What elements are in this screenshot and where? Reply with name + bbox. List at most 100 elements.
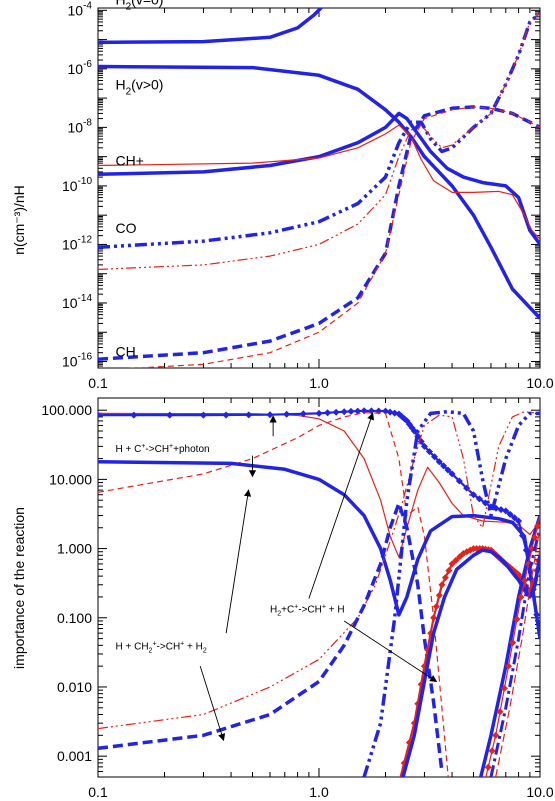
lower-y-tick-label: 10.000 [49,471,92,487]
y-tick-exponent: -4 [83,0,92,11]
species-label: H2(v=0) [115,0,163,12]
reaction-annotation-part: + [322,603,326,610]
lower-series-line-11 [489,527,540,777]
lower-series-marker [222,411,230,419]
reaction-annotation-part: + [152,640,156,647]
lower-series-marker [517,593,525,601]
lower-y-axis-label: importance of the reaction [11,507,27,669]
reaction-annotation-2: H + CH2+->CH+ + H2 [115,640,206,654]
y-tick-base: 10 [68,2,84,18]
lower-series-marker [509,639,517,647]
y-tick-exponent: -14 [78,293,93,304]
species-label-text: CO [115,220,136,236]
lower-series-line-6 [362,409,540,777]
upper-x-tick-label: 1.0 [309,375,329,391]
reaction-annotation-0: H + C+->CH++photon [115,443,209,455]
lower-series-group [98,407,540,787]
lower-x-tick-label: 0.1 [88,784,108,800]
lower-series-marker [431,453,439,461]
species-label: CH+ [115,152,143,168]
lower-series-marker [410,427,418,435]
lower-series-marker [332,408,340,416]
species-label-rest: (v=0) [131,0,163,7]
lower-series-marker [283,410,291,418]
lower-series-marker [510,514,518,522]
species-label-text: CH [115,343,135,359]
lower-series-marker [440,462,448,470]
lower-series-marker [430,614,438,622]
lower-series-marker [448,560,456,568]
species-label-rest: (v>0) [131,76,163,92]
reaction-annotation-1: H2+C+->CH+ + H [270,603,345,617]
y-tick-base: 10 [62,178,78,194]
reaction-annotation-part: ->CH [145,444,169,455]
reaction-annotation-part: 2 [149,647,153,654]
lower-series-line-4 [98,411,540,730]
lower-series-marker [382,407,390,415]
y-tick-exponent: -6 [83,59,92,70]
reaction-annotation-part: 2 [203,647,207,654]
lower-series-marker [299,410,307,418]
lower-series-line-3 [98,459,540,639]
upper-series-line-6 [98,105,540,361]
lower-series-marker [395,780,402,787]
lower-series-marker [496,708,504,716]
lower-series-marker [354,407,362,415]
lower-series-marker [340,408,348,416]
species-label-text: CH+ [115,152,143,168]
upper-y-tick-label: 10-4 [68,0,93,18]
lower-series-line-2 [98,412,449,777]
reaction-annotation-part: + H [326,604,345,615]
upper-y-tick-label: 10-16 [62,352,92,370]
lower-series-marker [513,615,521,623]
lower-series-marker [504,662,512,670]
upper-y-axis-label: n(cm⁻³)/nH [11,185,27,255]
y-tick-exponent: -10 [78,176,93,187]
lower-series-marker [500,684,508,692]
upper-y-tick-label: 10-14 [62,293,92,311]
species-label: H2(v>0) [115,76,163,97]
upper-series-group [98,8,540,368]
lower-series-line-12 [495,527,540,777]
upper-series-line-7 [127,106,540,368]
lower-series-marker [502,507,510,515]
upper-y-tick-label: 10-6 [68,59,93,77]
upper-x-tick-label: 10.0 [526,375,553,391]
upper-y-tick-label: 10-10 [62,176,92,194]
y-tick-exponent: -16 [78,352,93,363]
reaction-annotation-part: + H [184,641,203,652]
reaction-annotation-part: ->CH [298,604,322,615]
lower-series-marker [98,411,102,419]
reaction-arrow [308,412,375,599]
lower-y-tick-label: 0.100 [57,610,92,626]
reaction-arrow [225,489,252,634]
lower-series-marker [452,556,460,564]
reaction-annotation-part: +C [281,604,294,615]
lower-series-marker [497,506,505,514]
lower-series-marker [347,407,355,415]
y-tick-exponent: -8 [83,117,92,128]
species-label-text: H [115,0,125,7]
upper-series-line-2 [98,111,540,246]
upper-panel: 0.1 1.0 10.010-410-610-810-1010-1210-1410-… [62,0,554,391]
lower-series-line-10 [485,515,540,777]
y-tick-base: 10 [62,354,78,370]
species-label-sub: 2 [126,86,132,97]
lower-series-marker [386,408,394,416]
y-tick-base: 10 [62,295,78,311]
upper-series-line-0 [98,8,324,45]
lower-series-marker [445,567,453,575]
lower-series-marker [245,411,253,419]
reaction-annotation-part: 2 [277,610,281,617]
lower-y-tick-label: 100.000 [41,402,92,418]
lower-y-tick-label: 1.000 [57,541,92,557]
lower-series-marker [475,495,483,503]
reaction-annotation-part: + [294,603,298,610]
lower-series-marker [199,411,207,419]
lower-series-marker [448,470,456,478]
reaction-arrow [343,620,438,682]
species-label: CH [115,343,135,359]
reaction-arrow [199,666,226,742]
lower-panel: 0.1 1.0 10.0 100.000 10.000 1.000 0.100 0.010 0.… [41,397,554,800]
